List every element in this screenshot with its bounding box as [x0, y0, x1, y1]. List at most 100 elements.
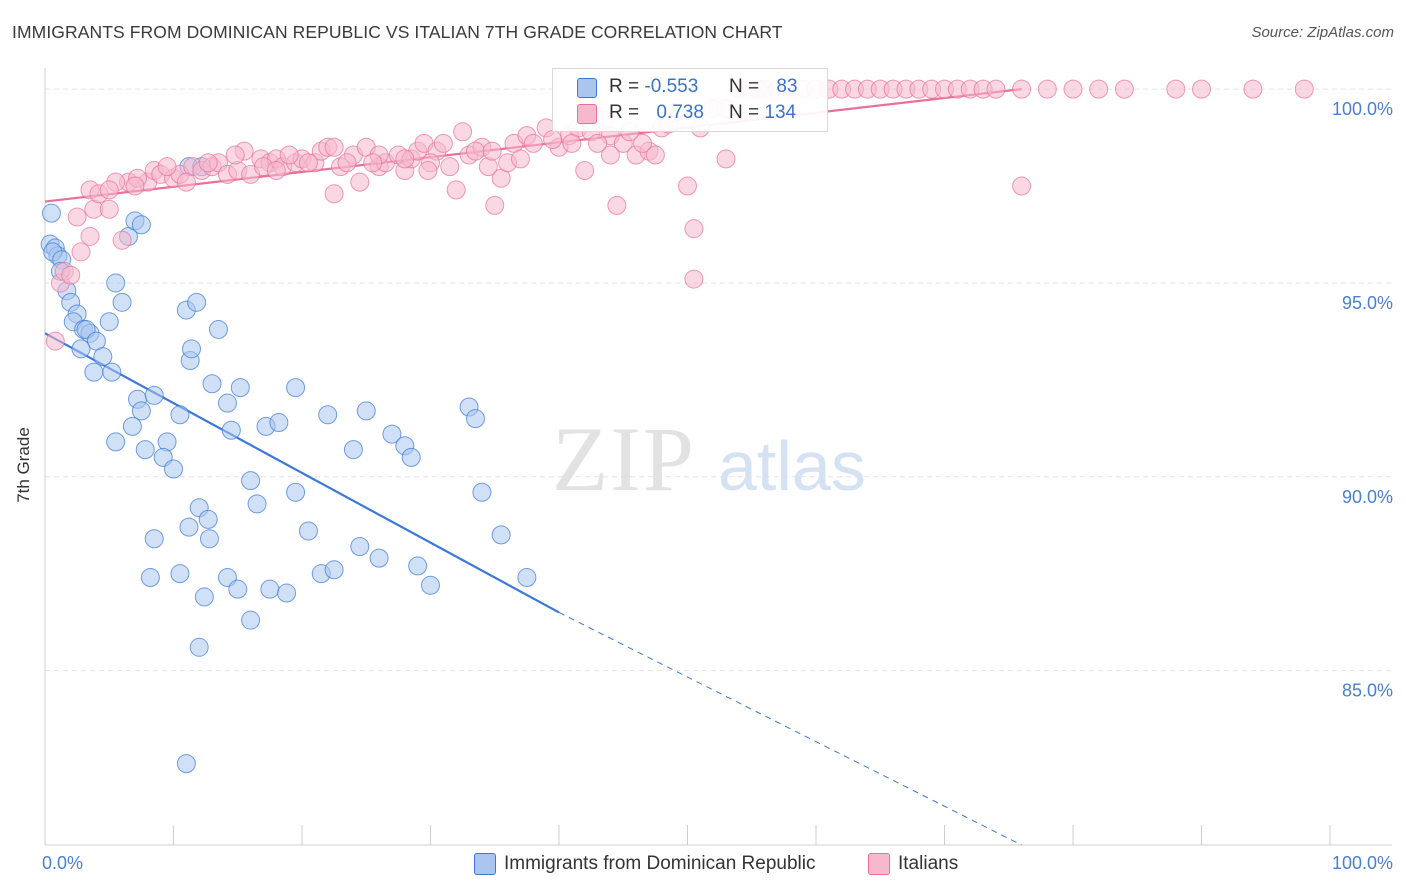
- axes: [44, 68, 1392, 846]
- data-point: [1012, 176, 1032, 196]
- data-point: [241, 610, 261, 630]
- data-point: [337, 153, 357, 173]
- data-point: [298, 521, 318, 541]
- data-point: [112, 230, 132, 250]
- data-point: [382, 424, 402, 444]
- data-point: [324, 137, 344, 157]
- x-tick-label: 100.0%: [1332, 853, 1393, 873]
- data-point: [106, 273, 126, 293]
- data-point: [125, 176, 145, 196]
- data-point: [716, 149, 736, 169]
- data-point: [684, 219, 704, 239]
- y-tick-label: 100.0%: [1332, 99, 1393, 119]
- data-point: [1063, 79, 1083, 99]
- data-point: [260, 579, 280, 599]
- data-point: [61, 265, 81, 285]
- data-point: [600, 145, 620, 165]
- y-tick-label: 90.0%: [1342, 487, 1393, 507]
- data-point: [395, 149, 415, 169]
- data-point: [99, 199, 119, 219]
- data-point: [71, 242, 91, 262]
- legend-n-value: 83: [776, 76, 798, 97]
- data-point: [80, 226, 100, 246]
- data-point: [198, 509, 218, 529]
- tick-labels: 85.0% 90.0% 95.0% 100.0% 0.0% 100.0%: [42, 99, 1393, 873]
- data-point: [446, 180, 466, 200]
- legend-swatch-pink: [577, 104, 597, 124]
- bottom-legend-swatch-blue: [474, 853, 496, 875]
- data-point: [140, 568, 160, 588]
- data-point: [491, 525, 511, 545]
- correlation-legend: R = -0.553 N = 83 R = 0.738 N = 134: [552, 68, 828, 132]
- data-point: [1243, 79, 1263, 99]
- watermark-atlas: atlas: [718, 427, 866, 505]
- data-point: [228, 579, 248, 599]
- legend-r-label: R =: [609, 76, 640, 97]
- data-point: [131, 401, 151, 421]
- legend-n-label: N =: [729, 76, 760, 97]
- data-point: [144, 385, 164, 405]
- data-point: [678, 176, 697, 196]
- data-point: [286, 378, 306, 398]
- watermark-zip: ZIP: [552, 408, 696, 510]
- data-point: [93, 347, 113, 367]
- data-point: [217, 393, 237, 413]
- data-point: [523, 133, 543, 153]
- data-point: [99, 180, 119, 200]
- data-point: [164, 459, 183, 479]
- data-point: [421, 575, 440, 595]
- trend-line-extension: [558, 611, 1022, 846]
- source-label: Source: ZipAtlas.com: [1251, 24, 1394, 41]
- data-point: [1089, 79, 1109, 99]
- data-point: [277, 583, 297, 603]
- legend-n-value: 134: [764, 102, 797, 123]
- data-point: [562, 133, 582, 153]
- data-point: [225, 145, 245, 165]
- data-point: [45, 331, 65, 351]
- data-point: [607, 195, 627, 215]
- data-point: [1192, 79, 1211, 99]
- data-point: [122, 416, 142, 436]
- data-point: [176, 754, 196, 774]
- trend-lines: [44, 88, 1022, 846]
- data-point: [324, 560, 344, 580]
- bottom-legend-label-pink: Italians: [898, 853, 959, 874]
- data-point: [1114, 79, 1134, 99]
- data-point: [170, 564, 190, 584]
- y-tick-label: 95.0%: [1342, 293, 1393, 313]
- data-point: [157, 157, 177, 177]
- data-point: [67, 207, 87, 227]
- data-point: [543, 130, 563, 150]
- data-point: [472, 482, 492, 502]
- data-point: [986, 79, 1006, 99]
- data-point: [202, 374, 222, 394]
- legend-swatch-blue: [577, 78, 597, 98]
- data-point: [1294, 79, 1314, 99]
- data-point: [363, 153, 383, 173]
- data-point: [230, 378, 250, 398]
- data-point: [179, 517, 199, 537]
- series-italians: [45, 79, 1314, 351]
- data-points: [40, 79, 1314, 774]
- data-point: [247, 494, 267, 514]
- data-point: [418, 161, 438, 181]
- data-point: [269, 412, 289, 432]
- data-point: [187, 292, 207, 312]
- legend-r-label: R =: [609, 102, 640, 123]
- data-point: [199, 529, 219, 549]
- legend-r-value: -0.553: [644, 76, 699, 97]
- data-point: [241, 471, 261, 491]
- data-point: [279, 145, 299, 165]
- data-point: [684, 269, 704, 289]
- data-point: [408, 556, 428, 576]
- data-point: [84, 362, 104, 382]
- trend-line: [44, 332, 560, 614]
- data-point: [350, 537, 370, 557]
- data-point: [131, 215, 151, 235]
- data-point: [465, 141, 485, 161]
- data-point: [41, 203, 61, 223]
- y-tick-label: 85.0%: [1342, 681, 1393, 701]
- data-point: [1012, 79, 1032, 99]
- data-point: [135, 440, 155, 460]
